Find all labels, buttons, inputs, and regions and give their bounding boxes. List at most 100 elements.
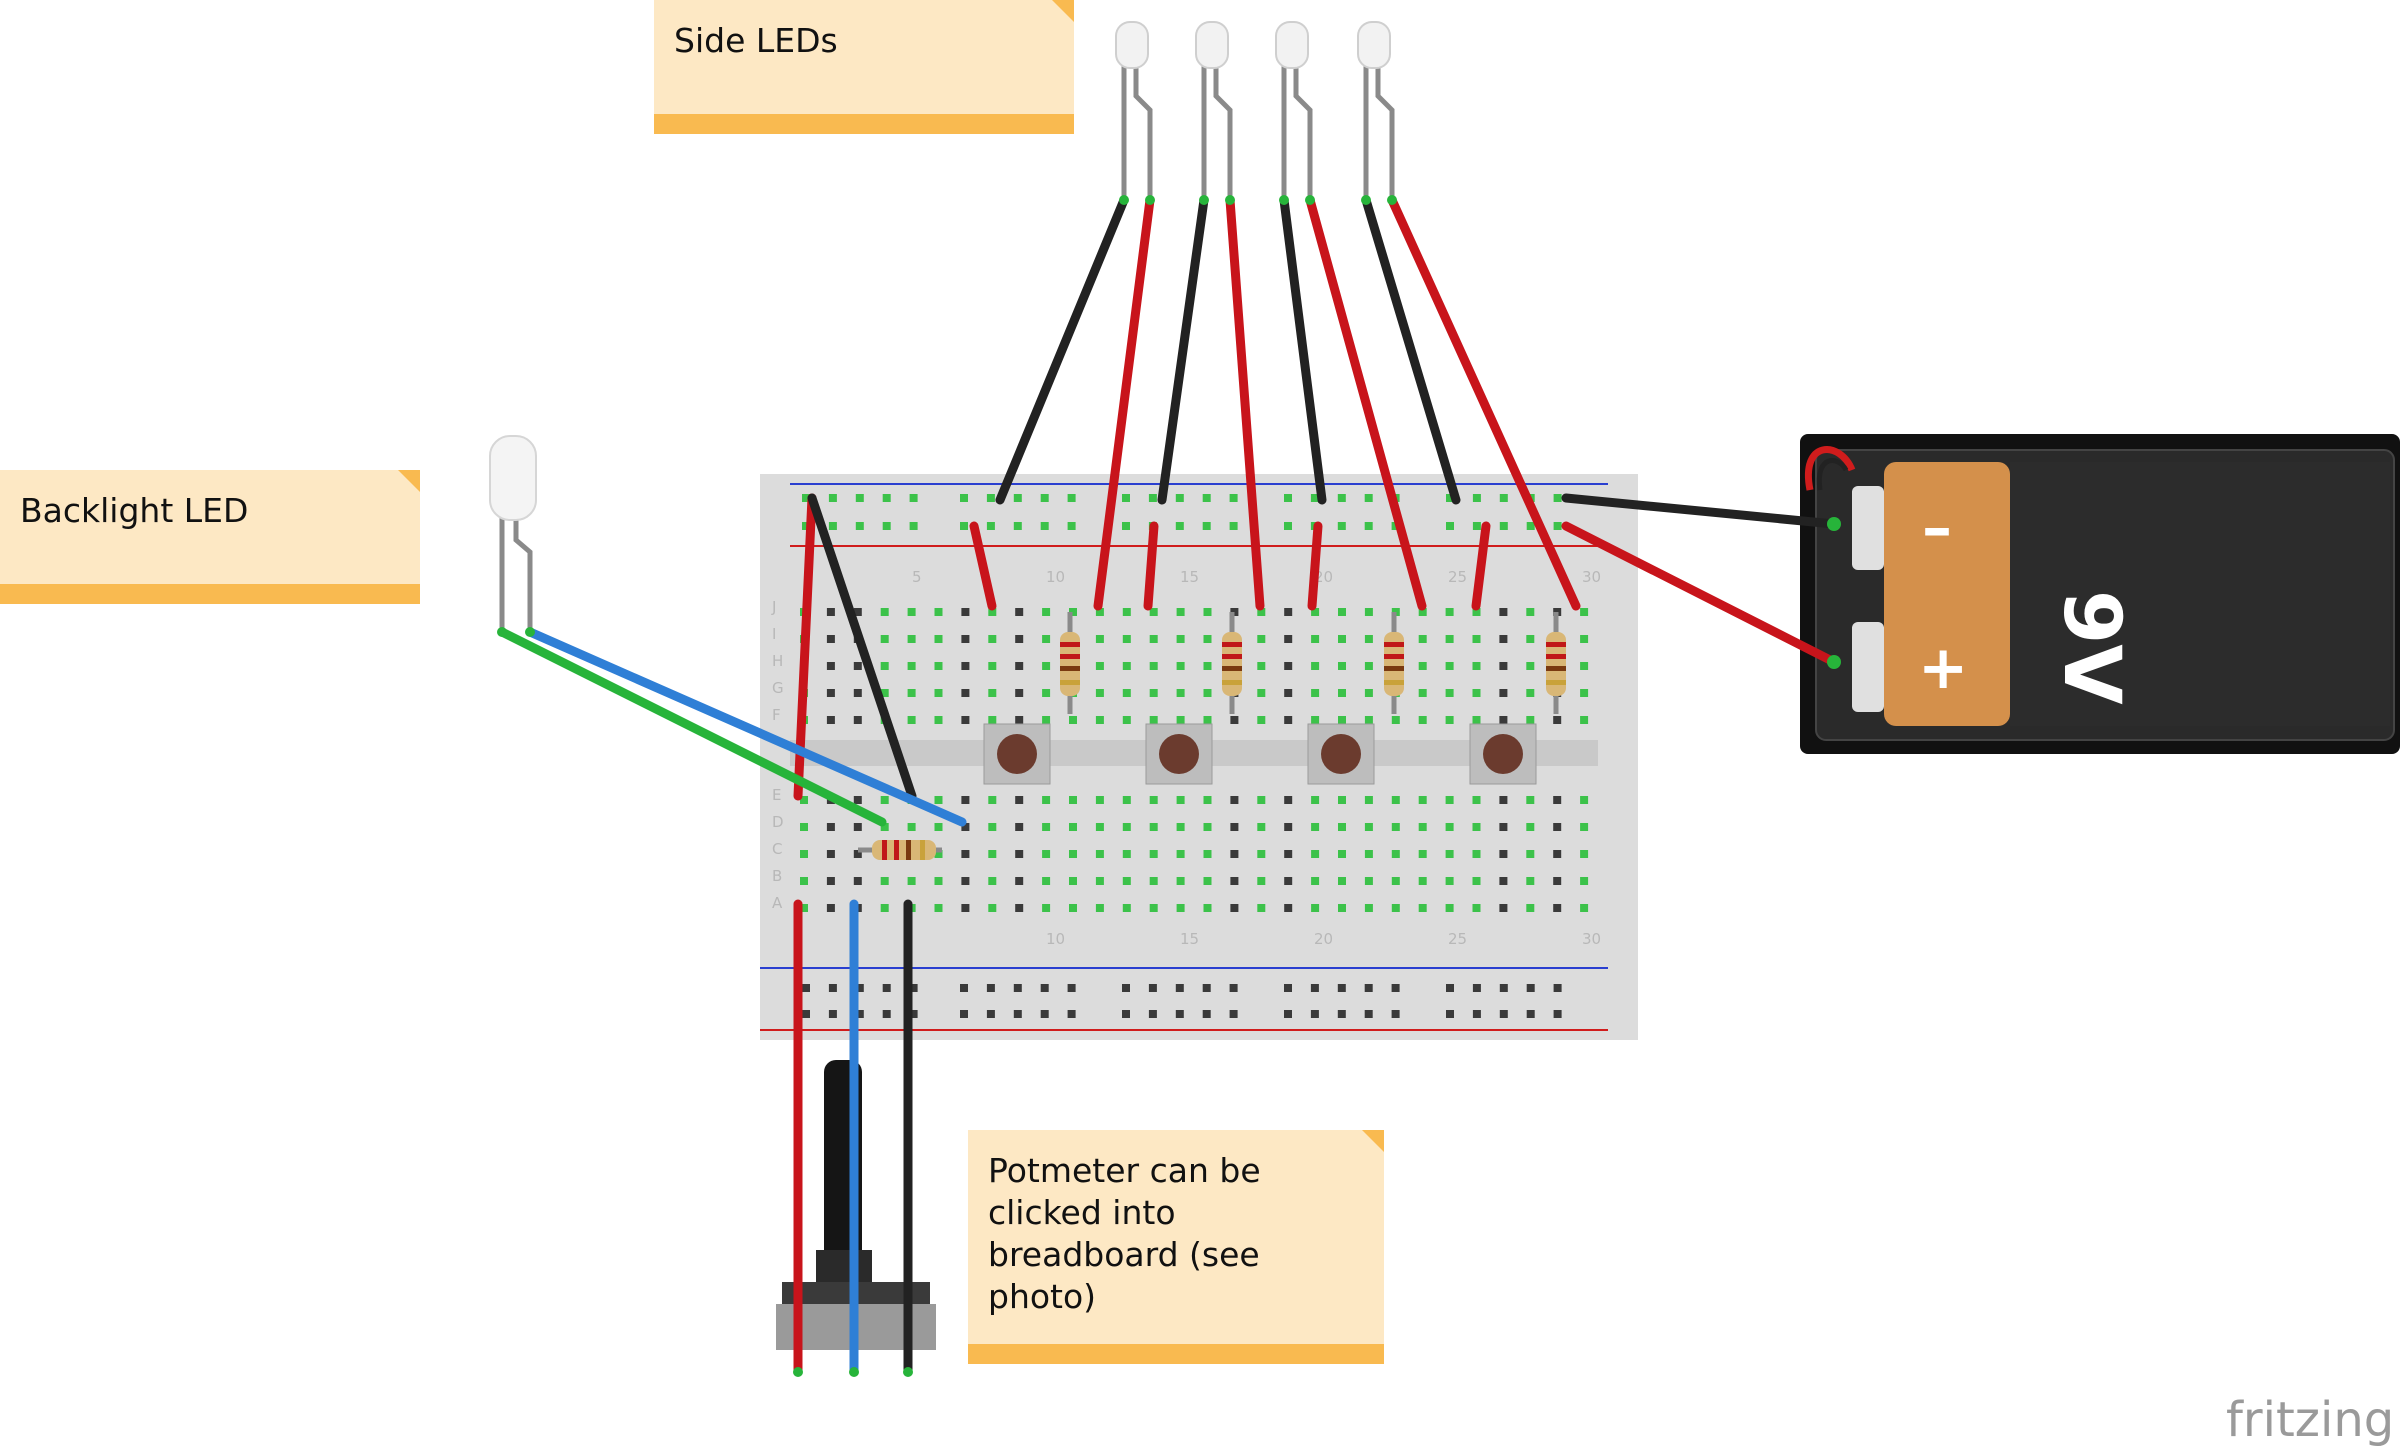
breadboard-hole <box>988 850 997 858</box>
breadboard-hole <box>1095 877 1104 885</box>
breadboard-hole <box>960 494 968 502</box>
breadboard-hole <box>1149 850 1158 858</box>
breadboard-hole <box>1122 608 1131 616</box>
breadboard-hole <box>1499 522 1508 530</box>
breadboard-hole <box>1553 494 1562 502</box>
breadboard-hole <box>934 662 943 670</box>
breadboard-hole <box>1149 662 1158 670</box>
breadboard-hole <box>961 662 970 670</box>
breadboard-hole <box>1015 796 1024 804</box>
note-backlight-text: Backlight LED <box>20 491 248 530</box>
breadboard-hole <box>1472 1010 1481 1018</box>
breadboard-hole <box>826 689 835 697</box>
breadboard-hole <box>1580 662 1589 670</box>
battery-minus-sign: – <box>1922 493 1952 563</box>
breadboard-hole <box>988 796 997 804</box>
row-letter-e: E <box>772 786 781 804</box>
breadboard-hole <box>855 984 864 992</box>
breadboard-hole <box>826 662 835 670</box>
breadboard-hole <box>1203 662 1212 670</box>
breadboard-hole <box>802 1010 810 1018</box>
breadboard-hole <box>1175 522 1184 530</box>
breadboard-hole <box>961 608 970 616</box>
breadboard-hole <box>1122 716 1131 724</box>
wire-battery-red <box>1561 521 1839 667</box>
breadboard-hole <box>1472 662 1481 670</box>
breadboard-hole <box>1364 608 1373 616</box>
breadboard-hole <box>1040 1010 1049 1018</box>
breadboard-hole <box>1230 904 1239 912</box>
wire-jumper-3 <box>1307 521 1323 611</box>
breadboard-hole <box>1445 689 1454 697</box>
breadboard-hole <box>882 1010 891 1018</box>
breadboard-hole <box>1015 689 1024 697</box>
row-letter-j: J <box>771 598 776 616</box>
breadboard-hole <box>1364 662 1373 670</box>
breadboard-hole <box>1526 904 1535 912</box>
breadboard-hole <box>1230 877 1239 885</box>
breadboard-hole <box>1149 635 1158 643</box>
breadboard-hole <box>853 689 862 697</box>
breadboard-hole <box>1311 608 1320 616</box>
breadboard-hole <box>880 796 889 804</box>
breadboard-hole <box>1069 716 1077 724</box>
breadboard-hole <box>1364 522 1373 530</box>
wire-backlight-green <box>497 627 887 827</box>
breadboard-hole <box>800 796 808 804</box>
breadboard-hole <box>880 608 889 616</box>
breadboard-hole <box>882 494 891 502</box>
breadboard-hole <box>1257 608 1266 616</box>
breadboard-hole <box>1230 796 1239 804</box>
breadboard-hole <box>1202 522 1211 530</box>
breadboard-hole <box>1311 877 1320 885</box>
breadboard-hole <box>1042 716 1051 724</box>
breadboard-hole <box>1310 494 1319 502</box>
breadboard-hole <box>1284 494 1292 502</box>
breadboard-hole <box>907 689 916 697</box>
breadboard-hole <box>826 716 835 724</box>
breadboard-hole <box>828 522 837 530</box>
breadboard-hole <box>1553 850 1562 858</box>
breadboard-hole <box>1122 904 1131 912</box>
breadboard-hole <box>1364 494 1373 502</box>
breadboard-hole <box>1472 635 1481 643</box>
column-number-20-bottom: 20 <box>1314 930 1333 948</box>
breadboard-hole <box>1472 494 1481 502</box>
breadboard-hole <box>880 689 889 697</box>
breadboard-hole <box>1042 635 1051 643</box>
breadboard-hole <box>988 877 997 885</box>
breadboard-hole <box>853 662 862 670</box>
side-led-4 <box>1357 21 1395 200</box>
breadboard-hole <box>853 796 862 804</box>
resistor-2 <box>1222 612 1242 714</box>
breadboard-hole <box>800 904 808 912</box>
breadboard-hole <box>1257 850 1266 858</box>
breadboard-hole <box>1284 689 1293 697</box>
breadboard-hole <box>1013 1010 1022 1018</box>
battery-label: 9V <box>2046 590 2136 705</box>
breadboard-hole <box>1257 796 1266 804</box>
wire-led1-black <box>995 195 1129 505</box>
breadboard-hole <box>828 1010 837 1018</box>
side-led-3 <box>1275 21 1313 200</box>
resistor-3 <box>1384 612 1404 714</box>
breadboard-hole <box>1526 850 1535 858</box>
breadboard-hole <box>1445 904 1454 912</box>
breadboard-hole <box>826 823 835 831</box>
breadboard-hole <box>1176 635 1185 643</box>
breadboard-hole <box>961 689 970 697</box>
breadboard-hole <box>1499 1010 1508 1018</box>
breadboard-hole <box>1338 904 1346 912</box>
breadboard-hole <box>1364 796 1373 804</box>
breadboard-hole <box>800 850 808 858</box>
breadboard-hole <box>1580 877 1589 885</box>
breadboard-hole <box>1095 796 1104 804</box>
breadboard-hole <box>802 984 810 992</box>
breadboard-hole <box>880 904 889 912</box>
breadboard-hole <box>1364 877 1373 885</box>
breadboard-hole <box>1526 796 1535 804</box>
breadboard-hole <box>1553 877 1562 885</box>
column-number-30-bottom: 30 <box>1582 930 1601 948</box>
wire-backlight-blue <box>525 627 967 827</box>
breadboard-hole <box>1337 522 1346 530</box>
